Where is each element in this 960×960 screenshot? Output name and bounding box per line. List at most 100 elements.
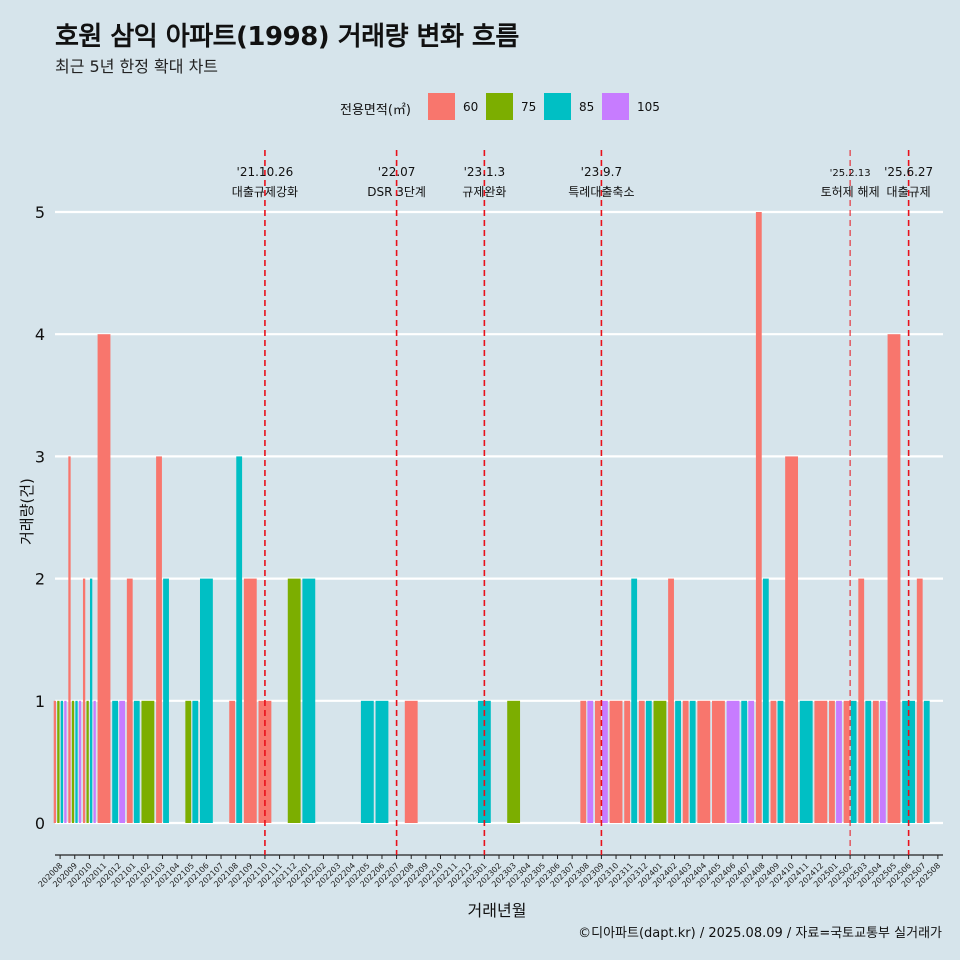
bar xyxy=(624,700,631,823)
bar xyxy=(86,700,89,823)
bar xyxy=(375,700,389,823)
bar xyxy=(360,700,374,823)
legend-label-75: 75 xyxy=(521,100,537,114)
legend: 전용면적(㎡) 60 75 85 105 xyxy=(0,93,960,121)
bar xyxy=(78,700,82,823)
bar xyxy=(872,700,879,823)
bar xyxy=(163,578,169,823)
bar xyxy=(287,578,301,823)
bar xyxy=(594,700,601,823)
y-axis-label: 거래량(건) xyxy=(18,478,36,545)
bar xyxy=(923,700,930,823)
bar xyxy=(192,700,199,823)
y-tick-label: 2 xyxy=(35,570,45,589)
bar xyxy=(675,700,681,823)
bar xyxy=(645,700,652,823)
bar xyxy=(57,700,60,823)
legend-label-60: 60 xyxy=(463,100,479,114)
bar xyxy=(777,700,784,823)
bar xyxy=(697,700,711,823)
source-caption: ©디아파트(dapt.kr) / 2025.08.09 / 자료=국토교통부 실… xyxy=(578,926,942,941)
bar xyxy=(865,700,872,823)
bar xyxy=(236,456,243,823)
event-date: '22.07 xyxy=(378,165,416,179)
event-label: 대출규제 xyxy=(887,185,931,199)
bar xyxy=(668,578,674,823)
legend-key-85 xyxy=(544,93,571,120)
bar xyxy=(638,700,645,823)
legend-label-105: 105 xyxy=(637,100,660,114)
bar xyxy=(587,700,594,823)
bar xyxy=(850,700,857,823)
bar xyxy=(133,700,140,823)
legend-key-105 xyxy=(602,93,629,120)
bar xyxy=(609,700,623,823)
bar xyxy=(631,578,638,823)
bar xyxy=(712,700,725,823)
chart-subtitle: 최근 5년 한정 확대 차트 xyxy=(55,57,219,76)
bar xyxy=(53,700,57,823)
bar xyxy=(653,700,667,823)
bar xyxy=(741,700,748,823)
bar xyxy=(89,578,93,823)
bar xyxy=(843,700,850,823)
event-label: 토허제 해제 xyxy=(821,185,880,199)
y-tick-label: 1 xyxy=(35,692,45,711)
bar xyxy=(185,700,192,823)
bar xyxy=(916,578,923,823)
y-tick-label: 5 xyxy=(35,203,45,222)
legend-key-75 xyxy=(486,93,513,120)
x-axis-label: 거래년월 xyxy=(467,901,527,920)
bar xyxy=(71,700,75,823)
y-tick-label: 3 xyxy=(35,447,45,466)
event-date: '25.6.27 xyxy=(884,165,933,179)
bar xyxy=(126,578,133,823)
event-date: '23.1.3 xyxy=(464,165,505,179)
event-date: '25.2.13 xyxy=(830,168,871,179)
bar xyxy=(785,456,799,823)
bar xyxy=(858,578,865,823)
bar xyxy=(93,700,96,823)
event-date: '23.9.7 xyxy=(581,165,622,179)
bar xyxy=(141,700,155,823)
bar xyxy=(64,700,67,823)
event-label: 규제완화 xyxy=(462,185,506,199)
legend-title: 전용면적(㎡) xyxy=(340,103,411,118)
bar xyxy=(243,578,257,823)
bar xyxy=(199,578,213,823)
event-label: 특례대출축소 xyxy=(568,185,634,199)
bar xyxy=(887,334,901,823)
bar xyxy=(829,700,835,823)
event-label: 대출규제강화 xyxy=(232,185,298,199)
bar xyxy=(404,700,418,823)
bar xyxy=(602,700,608,823)
bar xyxy=(68,456,71,823)
bar xyxy=(770,700,777,823)
bar xyxy=(580,700,587,823)
bar xyxy=(682,700,689,823)
event-date: '21.10.26 xyxy=(237,165,294,179)
event-label: DSR 3단계 xyxy=(367,185,426,199)
bar xyxy=(689,700,696,823)
y-tick-label: 4 xyxy=(35,325,45,344)
bar xyxy=(112,700,119,823)
bar xyxy=(82,578,86,823)
bar xyxy=(60,700,64,823)
bar xyxy=(755,212,762,823)
bar xyxy=(229,700,236,823)
bar xyxy=(762,578,769,823)
bar xyxy=(799,700,813,823)
y-tick-label: 0 xyxy=(35,814,45,833)
bar xyxy=(836,700,842,823)
bar xyxy=(302,578,316,823)
bar xyxy=(814,700,828,823)
bar xyxy=(879,700,886,823)
legend-label-85: 85 xyxy=(579,100,595,114)
bar xyxy=(156,456,162,823)
bar xyxy=(119,700,126,823)
bar xyxy=(97,334,111,823)
chart-title: 호원 삼익 아파트(1998) 거래량 변화 흐름 xyxy=(55,22,519,52)
legend-key-60 xyxy=(428,93,455,120)
bar xyxy=(726,700,740,823)
